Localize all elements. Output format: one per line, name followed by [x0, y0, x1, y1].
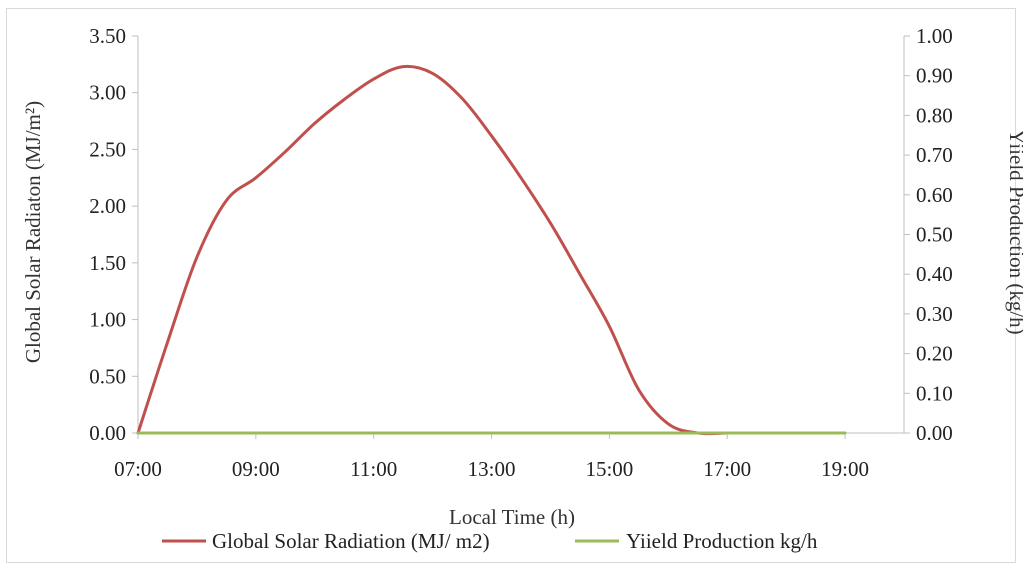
- x-tick-label: 13:00: [468, 457, 516, 481]
- right-y-tick-label: 0.50: [916, 223, 953, 247]
- x-tick-label: 15:00: [585, 457, 633, 481]
- left-y-tick-label: 0.50: [89, 364, 126, 388]
- right-y-tick-label: 0.40: [916, 262, 953, 286]
- x-tick-label: 09:00: [232, 457, 280, 481]
- left-y-axis-title: Global Solar Radiaton (MJ/m²): [21, 101, 45, 363]
- right-y-tick-label: 0.70: [916, 143, 953, 167]
- right-y-tick-label: 0.10: [916, 381, 953, 405]
- right-y-tick-label: 0.30: [916, 302, 953, 326]
- left-y-tick-label: 1.50: [89, 251, 126, 275]
- left-y-tick-label: 1.00: [89, 308, 126, 332]
- x-tick-label: 19:00: [821, 457, 869, 481]
- left-y-tick-label: 0.00: [89, 421, 126, 445]
- x-tick-label: 11:00: [350, 457, 397, 481]
- left-y-axis-ticks: 0.00 0.50 1.00 1.50 2.00 2.50 3.00 3.50: [89, 24, 138, 445]
- left-y-tick-label: 2.00: [89, 194, 126, 218]
- x-tick-label: 07:00: [114, 457, 162, 481]
- right-y-tick-label: 1.00: [916, 24, 953, 48]
- left-y-tick-label: 3.50: [89, 24, 126, 48]
- x-tick-label: 17:00: [703, 457, 751, 481]
- x-axis-title: Local Time (h): [449, 505, 575, 529]
- chart-frame: [6, 8, 1016, 563]
- x-axis-ticks: 07:00 09:00 11:00 13:00 15:00 17:00 19:00: [114, 433, 869, 481]
- right-y-tick-label: 0.20: [916, 342, 953, 366]
- right-y-tick-label: 0.60: [916, 183, 953, 207]
- right-y-axis-ticks: 0.00 0.10 0.20 0.30 0.40 0.50 0.60 0.70 0.80 0.90…: [904, 24, 953, 445]
- legend-label-yield: Yiield Production kg/h: [626, 529, 818, 553]
- legend: Global Solar Radiation (MJ/ m2) Yiield P…: [162, 529, 818, 553]
- legend-label-solar: Global Solar Radiation (MJ/ m2): [212, 529, 490, 553]
- left-y-tick-label: 2.50: [89, 137, 126, 161]
- right-y-tick-label: 0.00: [916, 421, 953, 445]
- left-y-tick-label: 3.00: [89, 81, 126, 105]
- right-y-tick-label: 0.80: [916, 103, 953, 127]
- right-y-tick-label: 0.90: [916, 64, 953, 88]
- right-y-axis-title: Yiield Production (kg/h): [1005, 129, 1023, 334]
- series-line-global-solar-radiation: [136, 64, 729, 436]
